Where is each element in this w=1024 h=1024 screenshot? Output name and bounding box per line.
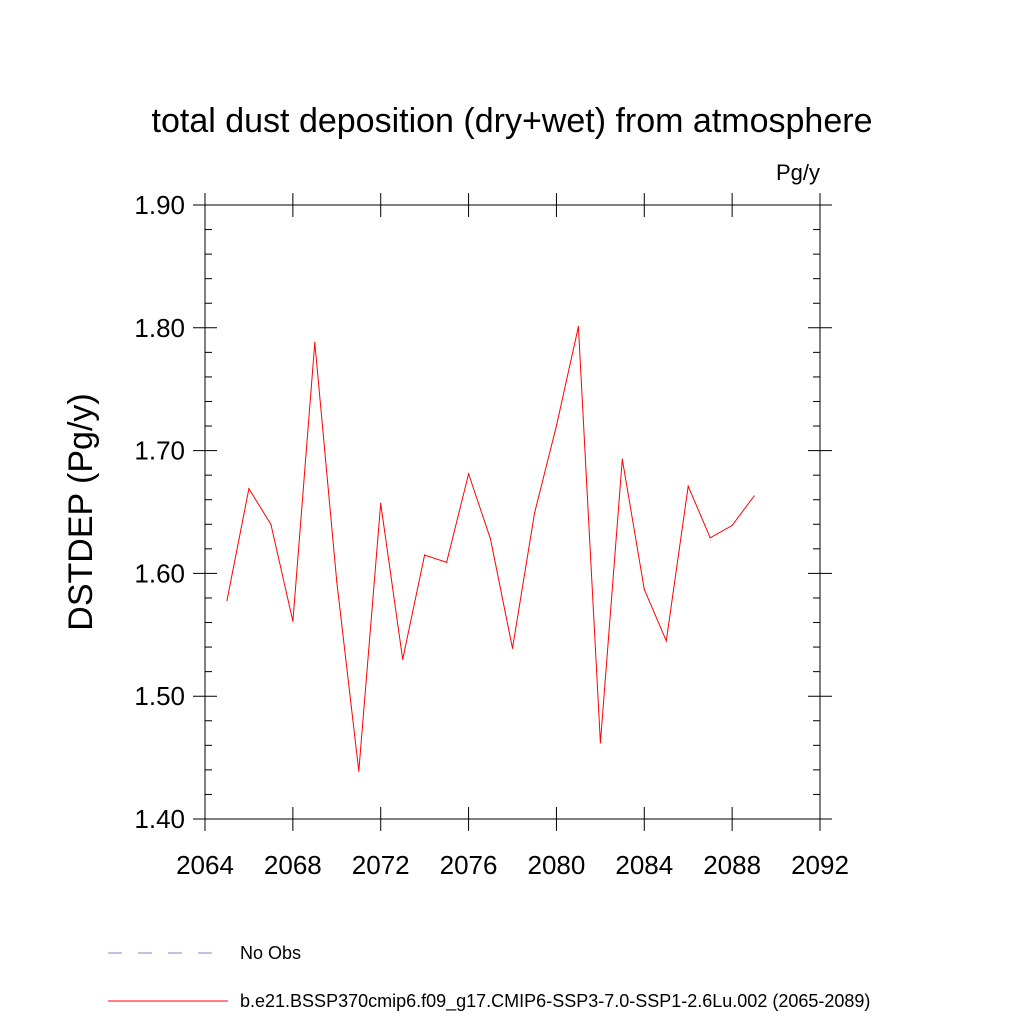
series-layer — [226, 325, 755, 772]
y-tick-label: 1.60 — [134, 558, 185, 588]
x-tick-label: 2088 — [703, 850, 761, 880]
y-tick-label: 1.80 — [134, 313, 185, 343]
x-tick-label: 2076 — [440, 850, 498, 880]
data-point — [731, 524, 733, 527]
x-tick-label: 2072 — [352, 850, 410, 880]
x-tick-label: 2080 — [528, 850, 586, 880]
data-point — [533, 512, 536, 514]
x-tick-label: 2084 — [615, 850, 673, 880]
y-tick-label: 1.40 — [134, 804, 185, 834]
data-point — [467, 473, 470, 475]
data-point — [599, 742, 601, 744]
data-point — [753, 495, 755, 497]
data-point — [643, 588, 645, 590]
data-point — [402, 658, 404, 660]
series-line — [226, 326, 755, 772]
data-point — [665, 640, 667, 642]
plot-frame — [204, 204, 821, 820]
axis-ticks: 1.40 1.50 1.60 1.70 1.80 1.90 2064 2068 2072 2076… — [134, 190, 849, 880]
y-tick-label: 1.90 — [134, 190, 185, 220]
data-point — [424, 554, 426, 556]
y-tick-label: 1.50 — [134, 681, 185, 711]
data-point — [380, 502, 382, 505]
data-point — [555, 425, 558, 427]
data-point — [687, 485, 689, 487]
x-tick-label: 2092 — [791, 850, 849, 880]
data-point — [314, 341, 316, 344]
data-point — [226, 599, 228, 602]
data-point — [358, 770, 360, 772]
data-point — [292, 620, 294, 622]
y-axis-label: DSTDEP (Pg/y) — [62, 393, 100, 630]
x-tick-label: 2068 — [264, 850, 322, 880]
data-point — [577, 325, 579, 328]
y-tick-label: 1.70 — [134, 436, 185, 466]
legend-label-no-obs: No Obs — [240, 943, 301, 963]
data-point — [248, 488, 250, 490]
data-point — [446, 561, 448, 563]
data-point — [621, 458, 623, 460]
data-point — [336, 581, 338, 583]
chart-title: total dust deposition (dry+wet) from atm… — [152, 102, 873, 140]
data-point — [270, 523, 272, 525]
units-label: Pg/y — [776, 160, 820, 185]
x-tick-label: 2064 — [176, 850, 234, 880]
legend-label-model: b.e21.BSSP370cmip6.f09_g17.CMIP6-SSP3-7.… — [240, 991, 870, 1012]
data-point — [511, 647, 514, 649]
data-point — [489, 538, 492, 540]
data-point — [709, 537, 711, 539]
